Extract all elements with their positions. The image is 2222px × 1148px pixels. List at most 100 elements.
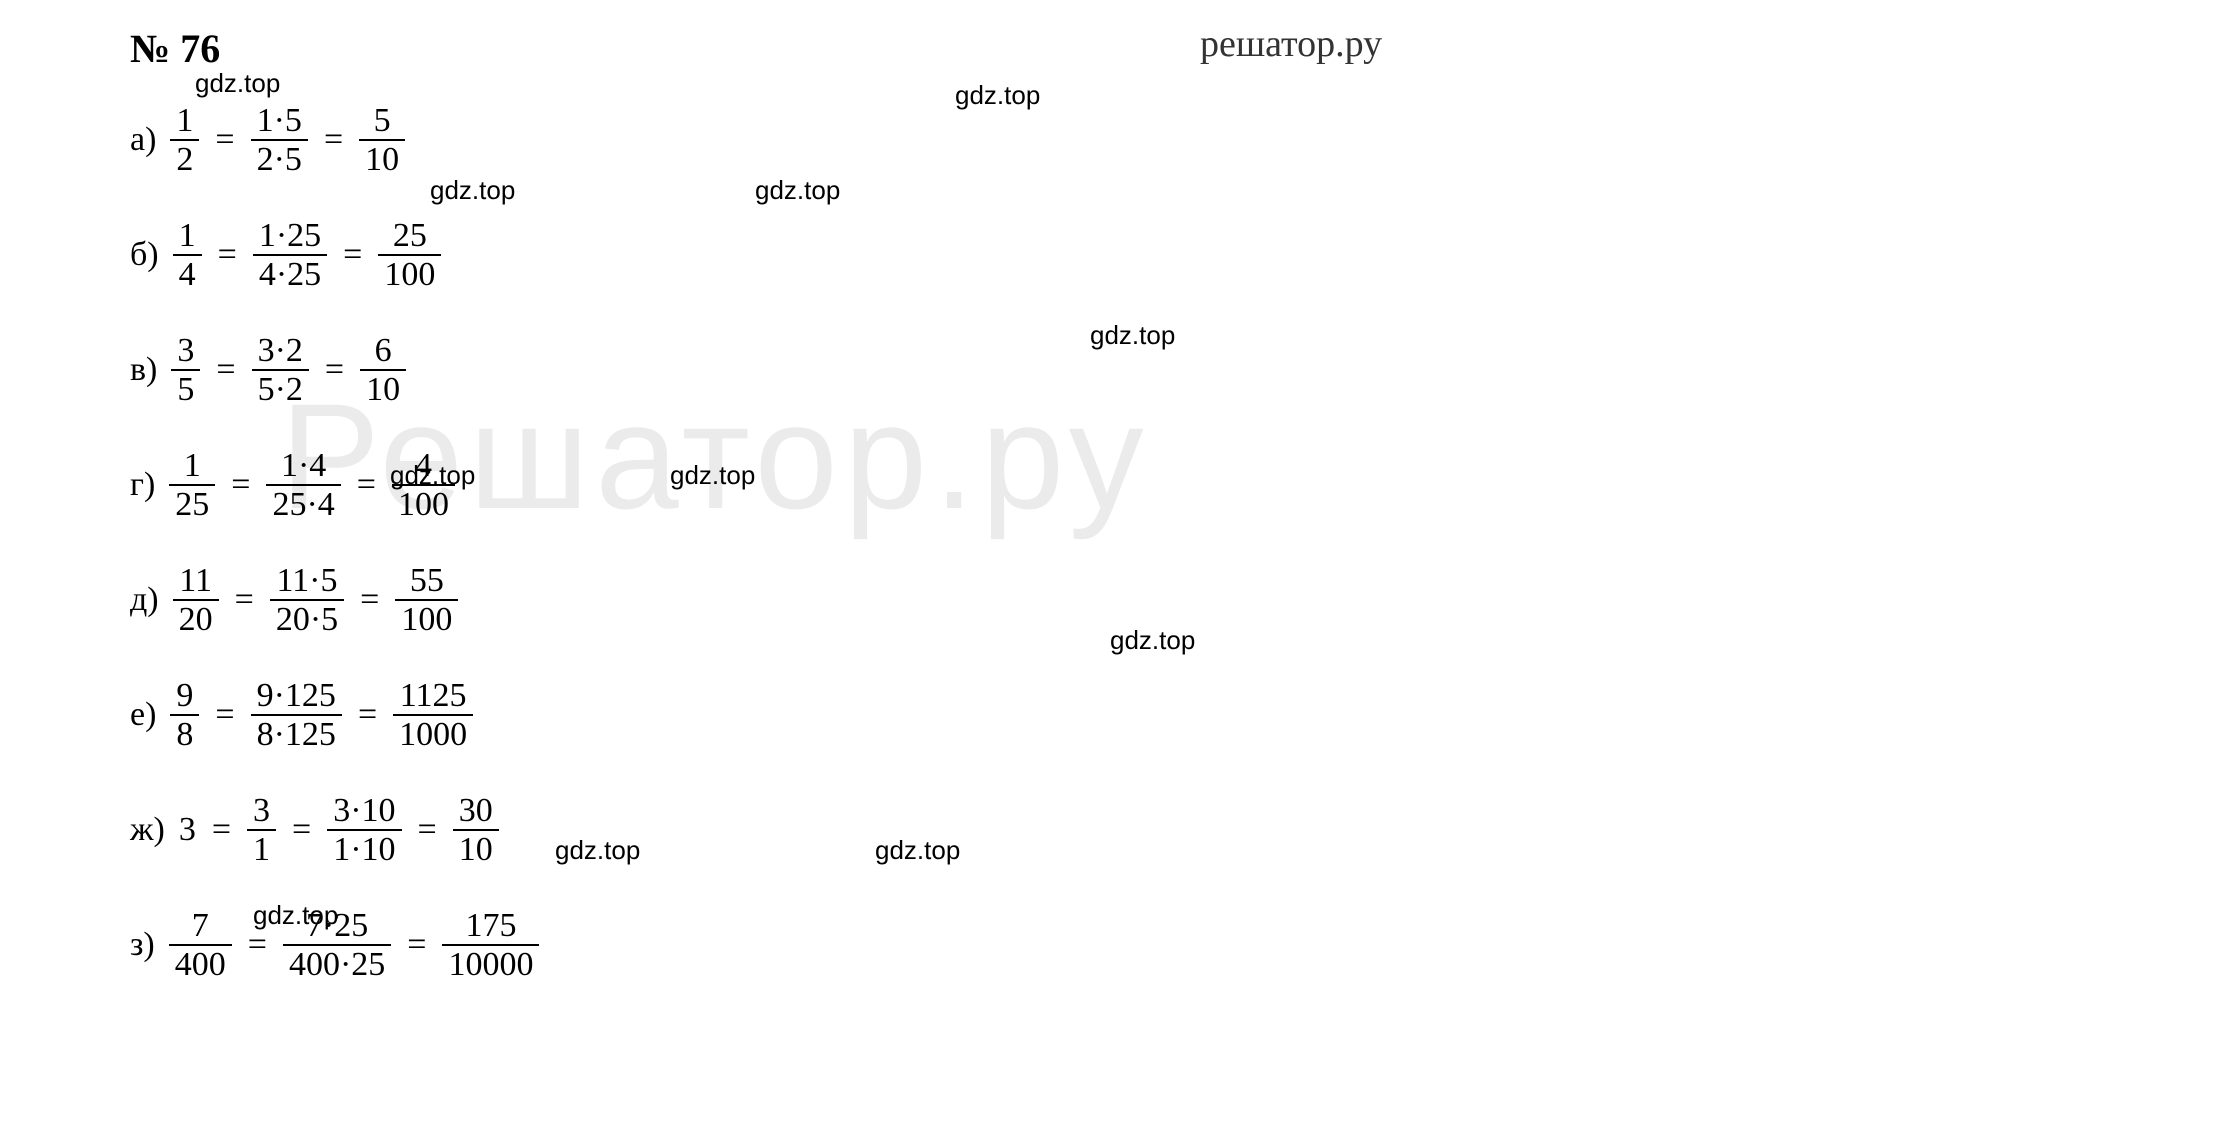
fraction-middle: 9·1258·125	[251, 677, 342, 754]
equation-row: б) 14 = 1·254·25 = 25100	[130, 210, 545, 300]
equation-row: а) 12 = 1·52·5 = 510	[130, 95, 545, 185]
fraction-end: 17510000	[442, 907, 539, 984]
equals-sign: =	[235, 581, 254, 619]
equation-row: в) 35 = 3·25·2 = 610	[130, 325, 545, 415]
numerator: 1·25	[253, 217, 327, 254]
numerator: 3·2	[252, 332, 309, 369]
numerator: 1·4	[275, 447, 332, 484]
equation-label: б)	[130, 236, 159, 274]
equals-sign: =	[418, 811, 437, 849]
fraction-middle: 3·101·10	[327, 792, 401, 869]
watermark-text: gdz.top	[670, 460, 755, 491]
fraction-end: 25100	[378, 217, 441, 294]
fraction-start: 1120	[173, 562, 219, 639]
denominator: 20·5	[270, 599, 344, 638]
equation-row: д) 1120 = 11·520·5 = 55100	[130, 555, 545, 645]
equals-sign: =	[407, 926, 426, 964]
equals-sign: =	[357, 466, 376, 504]
equals-sign: =	[215, 121, 234, 159]
watermark-text: gdz.top	[875, 835, 960, 866]
denominator: 4	[173, 254, 202, 293]
equals-sign: =	[212, 811, 231, 849]
denominator: 5	[171, 369, 200, 408]
equals-sign: =	[360, 581, 379, 619]
fraction-start: 125	[169, 447, 215, 524]
denominator: 1	[247, 829, 276, 868]
fraction-start: 35	[171, 332, 200, 409]
numerator: 9	[170, 677, 199, 714]
fraction-middle: 1·52·5	[251, 102, 308, 179]
equals-sign: =	[324, 121, 343, 159]
denominator: 100	[395, 599, 458, 638]
denominator: 10	[359, 139, 405, 178]
equals-sign: =	[292, 811, 311, 849]
whole-number: 3	[179, 811, 196, 849]
watermark-text: gdz.top	[195, 68, 280, 99]
fraction-end: 510	[359, 102, 405, 179]
equals-sign: =	[216, 351, 235, 389]
fraction-start: 31	[247, 792, 276, 869]
numerator: 3	[247, 792, 276, 829]
equation-row: ж)3=31=3·101·10=3010	[130, 785, 545, 875]
equation-label: ж)	[130, 811, 165, 849]
denominator: 2	[170, 139, 199, 178]
fraction-start: 14	[173, 217, 202, 294]
equation-label: з)	[130, 926, 155, 964]
fraction-middle: 11·520·5	[270, 562, 344, 639]
equals-sign: =	[248, 926, 267, 964]
numerator: 30	[453, 792, 499, 829]
watermark-text: gdz.top	[390, 460, 475, 491]
equals-sign: =	[218, 236, 237, 274]
numerator: 175	[459, 907, 522, 944]
numerator: 11	[173, 562, 218, 599]
numerator: 11·5	[270, 562, 343, 599]
denominator: 100	[378, 254, 441, 293]
watermark-text: gdz.top	[253, 900, 338, 931]
denominator: 25	[169, 484, 215, 523]
equals-sign: =	[325, 351, 344, 389]
watermark-text: gdz.top	[430, 175, 515, 206]
denominator: 20	[173, 599, 219, 638]
numerator: 7	[186, 907, 215, 944]
denominator: 4·25	[253, 254, 327, 293]
equation-label: в)	[130, 351, 157, 389]
denominator: 10	[453, 829, 499, 868]
numerator: 55	[404, 562, 450, 599]
watermark-text: gdz.top	[755, 175, 840, 206]
numerator: 6	[369, 332, 398, 369]
numerator: 1	[170, 102, 199, 139]
numerator: 1125	[394, 677, 473, 714]
denominator: 25·4	[266, 484, 340, 523]
equation-label: а)	[130, 121, 156, 159]
numerator: 3	[171, 332, 200, 369]
numerator: 1·5	[251, 102, 308, 139]
equals-sign: =	[343, 236, 362, 274]
watermark-text: gdz.top	[955, 80, 1040, 111]
fraction-start: 98	[170, 677, 199, 754]
equation-row: г)125=1·425·4=4100	[130, 440, 545, 530]
denominator: 10	[360, 369, 406, 408]
fraction-end: 55100	[395, 562, 458, 639]
equation-label: д)	[130, 581, 159, 619]
watermark-text: gdz.top	[1090, 320, 1175, 351]
site-logo: решатор.ру	[1200, 22, 1382, 66]
equations-list: а)12=1·52·5=510б)14=1·254·25=25100в)35=3…	[130, 95, 545, 1015]
fraction-end: 3010	[453, 792, 499, 869]
denominator: 2·5	[251, 139, 308, 178]
problem-number: № 76	[130, 25, 220, 72]
fraction-middle: 3·25·2	[252, 332, 309, 409]
numerator: 1	[173, 217, 202, 254]
fraction-start: 7400	[169, 907, 232, 984]
equation-label: г)	[130, 466, 155, 504]
equation-label: е)	[130, 696, 156, 734]
denominator: 1·10	[327, 829, 401, 868]
numerator: 25	[387, 217, 433, 254]
numerator: 9·125	[251, 677, 342, 714]
equals-sign: =	[231, 466, 250, 504]
numerator: 1	[178, 447, 207, 484]
fraction-middle: 1·254·25	[253, 217, 327, 294]
equals-sign: =	[358, 696, 377, 734]
equation-row: е)98=9·1258·125=11251000	[130, 670, 545, 760]
fraction-end: 11251000	[393, 677, 473, 754]
watermark-text: gdz.top	[1110, 625, 1195, 656]
